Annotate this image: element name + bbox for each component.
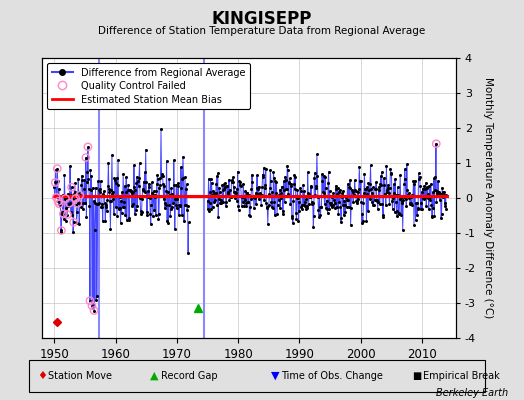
Point [69, 219, 78, 226]
Y-axis label: Monthly Temperature Anomaly Difference (°C): Monthly Temperature Anomaly Difference (… [483, 77, 493, 319]
Point [71, 195, 80, 202]
Point [90, 307, 98, 314]
Point [88, 302, 96, 309]
Point [54, 198, 62, 204]
Point [53, 165, 61, 172]
Text: Time of Obs. Change: Time of Obs. Change [281, 371, 383, 381]
Text: ▲: ▲ [150, 371, 159, 381]
Text: KINGISEPP: KINGISEPP [212, 10, 312, 28]
Point [68, 184, 76, 190]
Point [55, 201, 63, 207]
Point [432, 140, 441, 147]
Point [61, 195, 70, 202]
Text: Record Gap: Record Gap [161, 371, 217, 381]
Point [59, 211, 68, 217]
Point [75, 192, 84, 198]
Point [84, 144, 92, 150]
Point [73, 200, 82, 206]
Point [63, 211, 72, 218]
Text: ■: ■ [412, 371, 421, 381]
Text: Difference of Station Temperature Data from Regional Average: Difference of Station Temperature Data f… [99, 26, 425, 36]
Text: ♦: ♦ [37, 371, 47, 381]
Legend: Difference from Regional Average, Quality Control Failed, Estimated Station Mean: Difference from Regional Average, Qualit… [47, 63, 250, 109]
Point [52, 194, 60, 201]
Point [82, 154, 90, 161]
Point [57, 227, 66, 234]
Point [66, 200, 74, 206]
Text: ▼: ▼ [271, 371, 279, 381]
Text: Berkeley Earth: Berkeley Earth [436, 388, 508, 398]
Text: Station Move: Station Move [48, 371, 112, 381]
Text: Empirical Break: Empirical Break [423, 371, 499, 381]
Point [51, 179, 59, 186]
Point [86, 298, 94, 304]
